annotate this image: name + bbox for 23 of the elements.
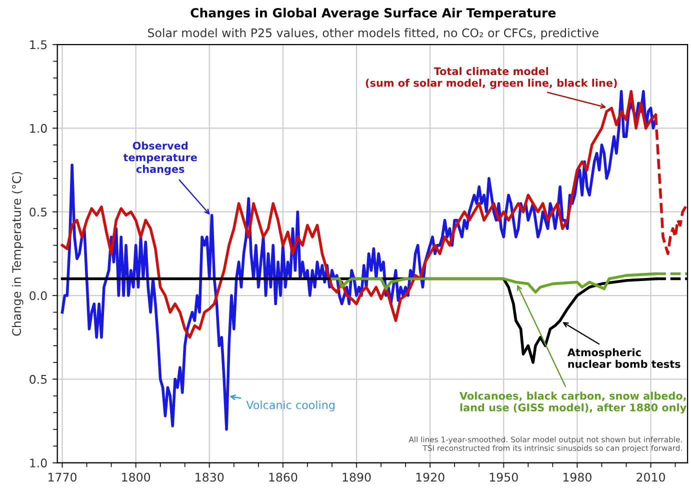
x-tick-label: 1950 — [490, 472, 518, 482]
annotation: Atmospheric nuclear bomb tests — [567, 348, 680, 368]
x-tick-label: 1980 — [563, 472, 592, 482]
x-tick-label: 1860 — [269, 472, 298, 482]
y-tick-label: 0.0 — [30, 291, 47, 300]
y-tick-label: 0.5 — [30, 374, 47, 384]
y-tick-label: 1.5 — [30, 40, 47, 50]
x-tick-label: 1770 — [48, 472, 76, 482]
annotation: Observed temperature changes — [123, 142, 197, 176]
x-tick-label: 2010 — [636, 472, 665, 482]
annotation: Volcanic cooling — [246, 400, 334, 412]
x-tick-label: 1920 — [416, 472, 444, 482]
annotation: Total climate model (sum of solar model, green line, black line) — [366, 67, 617, 89]
chart-title: Changes in Global Average Surface Air Temperature — [190, 8, 556, 20]
y-tick-label: 1.0 — [30, 458, 47, 468]
x-tick-label: 1890 — [342, 472, 371, 482]
x-tick-label: 1800 — [122, 472, 150, 482]
y-tick-label: 1.0 — [30, 124, 47, 133]
y-tick-label: 0.5 — [30, 208, 47, 217]
y-axis-title: Change in Temperature (°C) — [12, 172, 24, 336]
annotation: Volcanoes, black carbon, snow albedo, land use (GISS model), after 1880 only — [460, 392, 686, 414]
chart-subtitle: Solar model with P25 values, other models fitted, no CO₂ or CFCs, predictive — [148, 28, 598, 40]
x-tick-label: 1830 — [196, 472, 224, 482]
